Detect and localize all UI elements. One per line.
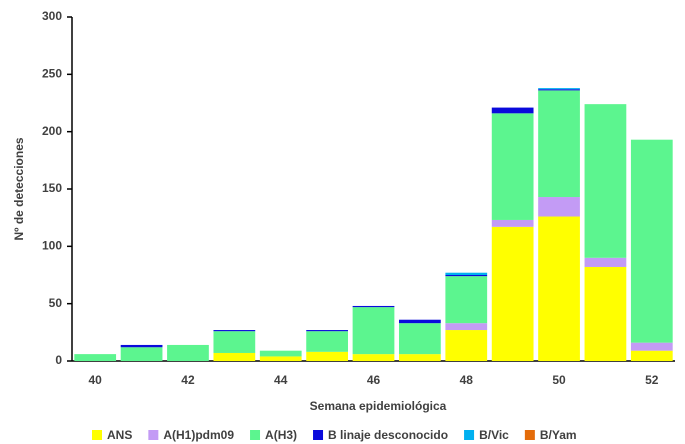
bar-segment <box>399 323 441 355</box>
bar-segment <box>167 344 209 361</box>
x-tick-label: 44 <box>274 373 288 387</box>
legend-swatch <box>524 430 535 440</box>
bar-segment <box>445 275 488 277</box>
x-tick-label: 46 <box>367 373 381 387</box>
bar-segment <box>445 276 488 324</box>
bar-segment <box>445 272 488 275</box>
bar-segment <box>491 107 534 114</box>
legend-label: A(H1)pdm09 <box>163 428 234 442</box>
bar-segment <box>213 330 256 332</box>
legend-swatch <box>148 430 159 440</box>
bar-segment <box>445 330 488 361</box>
y-tick-label: 200 <box>42 124 62 138</box>
bar-segment <box>306 351 348 361</box>
bar-segment <box>213 352 256 361</box>
bar-segment <box>630 139 673 343</box>
legend-swatch <box>313 430 324 440</box>
bar-segment <box>630 350 673 361</box>
bar-segment <box>120 344 163 348</box>
y-axis-title: Nº de detecciones <box>12 137 26 240</box>
legend-swatch <box>464 430 475 440</box>
bar-segment <box>538 216 580 361</box>
bar-segment <box>491 226 534 361</box>
bar-segment <box>259 356 302 361</box>
y-tick-label: 150 <box>42 181 62 195</box>
bar-segment <box>352 307 395 355</box>
bar-segment <box>538 90 580 198</box>
bar-segment <box>213 331 256 353</box>
y-tick-label: 300 <box>42 9 62 23</box>
legend-label: B linaje desconocido <box>328 428 448 442</box>
bar-segment <box>584 257 627 267</box>
bar-segment <box>399 354 441 361</box>
legend-label: ANS <box>107 428 132 442</box>
bar-segment <box>491 219 534 227</box>
bar-segment <box>399 319 441 324</box>
bar-segment <box>538 197 580 217</box>
bar-segment <box>352 305 395 308</box>
y-tick-label: 250 <box>42 67 62 81</box>
bar-segment <box>306 331 348 352</box>
legend-label: A(H3) <box>265 428 297 442</box>
bar-segment <box>584 266 627 361</box>
x-tick-label: 48 <box>460 373 474 387</box>
bar-segment <box>259 350 302 357</box>
legend-swatch <box>92 430 102 440</box>
bar-segment <box>306 330 348 332</box>
y-tick-label: 50 <box>49 296 63 310</box>
bar-segment <box>538 88 580 90</box>
legend-label: B/Vic <box>479 428 509 442</box>
bar-segment <box>120 347 163 361</box>
bar-segment <box>630 342 673 351</box>
x-tick-label: 50 <box>552 373 566 387</box>
x-tick-label: 42 <box>181 373 195 387</box>
bar-segment <box>445 323 488 331</box>
legend-label: B/Yam <box>540 428 577 442</box>
bar-segment <box>538 89 580 91</box>
bar-segment <box>352 354 395 361</box>
x-axis-title: Semana epidemiológica <box>310 399 447 413</box>
x-tick-label: 52 <box>645 373 659 387</box>
bar-segment <box>74 354 117 361</box>
y-tick-label: 100 <box>42 239 62 253</box>
y-tick-label: 0 <box>55 353 62 367</box>
x-tick-label: 40 <box>89 373 103 387</box>
legend-swatch <box>250 430 261 440</box>
bar-segment <box>584 104 627 258</box>
bar-segment <box>491 113 534 220</box>
